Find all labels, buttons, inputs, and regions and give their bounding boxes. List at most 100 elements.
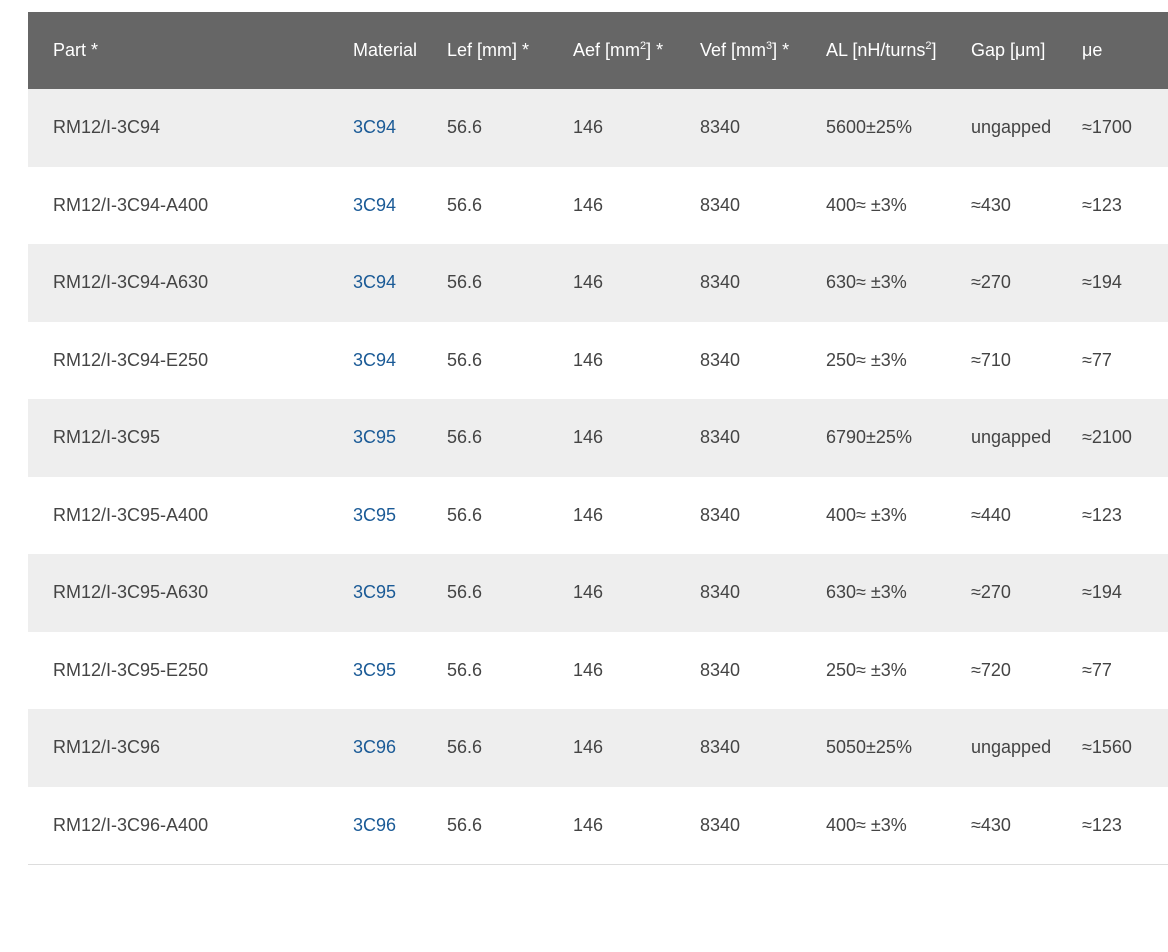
cell-lef: 56.6 xyxy=(447,659,483,680)
material-link[interactable]: 3C96 xyxy=(353,814,397,835)
cell-gap: ≈270 xyxy=(971,272,1011,293)
cell-ue: ≈123 xyxy=(1082,194,1122,215)
vef-label: Vef [mm xyxy=(700,40,767,60)
cell-part: RM12/I-3C95-E250 xyxy=(53,659,209,680)
column-header-gap[interactable]: Gap [μm] xyxy=(971,40,1046,60)
material-link[interactable]: 3C95 xyxy=(353,427,397,448)
cell-material: 3C96 xyxy=(353,709,447,787)
cell-gap: ungapped xyxy=(971,117,1052,138)
cell-part: RM12/I-3C94-E250 xyxy=(53,349,209,370)
cell-material: 3C94 xyxy=(353,244,447,322)
cell-vef: 8340 xyxy=(700,349,741,370)
al-label: AL [nH/turns xyxy=(826,40,926,60)
cell-gap: ≈710 xyxy=(971,349,1011,370)
cell-aef: 146 xyxy=(573,117,604,138)
cell-material: 3C94 xyxy=(353,167,447,245)
column-header-lef[interactable]: Lef [mm] * xyxy=(447,40,530,60)
column-header-ue[interactable]: μe xyxy=(1082,40,1103,60)
table-row: RM12/I-3C95-A630 3C95 56.6 146 8340 630≈ ±3% ≈… xyxy=(28,554,1168,632)
table-row: RM12/I-3C95 3C95 56.6 146 8340 6790±25% ungapp… xyxy=(28,399,1168,477)
material-link[interactable]: 3C94 xyxy=(353,349,397,370)
cell-al: 630≈ ±3% xyxy=(826,272,907,293)
cell-vef: 8340 xyxy=(700,814,741,835)
cell-al: 250≈ ±3% xyxy=(826,349,907,370)
cell-ue: ≈77 xyxy=(1082,349,1112,370)
cell-gap: ungapped xyxy=(971,427,1052,448)
cell-lef: 56.6 xyxy=(447,582,483,603)
cell-al: 400≈ ±3% xyxy=(826,194,907,215)
cell-part: RM12/I-3C94 xyxy=(53,117,161,138)
cell-lef: 56.6 xyxy=(447,349,483,370)
vef-exponent: 3 xyxy=(766,40,773,52)
header-row: Part * Material Lef [mm] * Aef [mm2] * V… xyxy=(28,12,1168,89)
cell-vef: 8340 xyxy=(700,737,741,758)
cell-part: RM12/I-3C94-A630 xyxy=(53,272,209,293)
cell-material: 3C94 xyxy=(353,322,447,400)
al-exponent: 2 xyxy=(925,40,932,52)
cell-part: RM12/I-3C95-A400 xyxy=(53,504,209,525)
column-header-material[interactable]: Material xyxy=(353,40,418,60)
cell-aef: 146 xyxy=(573,814,604,835)
material-link[interactable]: 3C95 xyxy=(353,504,397,525)
cell-gap: ≈720 xyxy=(971,659,1011,680)
cell-material: 3C95 xyxy=(353,399,447,477)
cell-lef: 56.6 xyxy=(447,737,483,758)
table-row: RM12/I-3C95-A400 3C95 56.6 146 8340 400≈ ±3% ≈… xyxy=(28,476,1168,555)
table-row: RM12/I-3C94-A630 3C94 56.6 146 8340 630≈ ±3% ≈… xyxy=(28,244,1168,322)
cell-al: 250≈ ±3% xyxy=(826,659,907,680)
material-link[interactable]: 3C94 xyxy=(353,194,397,215)
column-header-al[interactable]: AL [nH/turns2] xyxy=(826,12,971,89)
cell-vef: 8340 xyxy=(700,272,741,293)
material-link[interactable]: 3C94 xyxy=(353,272,397,293)
cell-vef: 8340 xyxy=(700,117,741,138)
aef-label: Aef [mm xyxy=(573,40,641,60)
cell-al: 5050±25% xyxy=(826,737,912,758)
cell-lef: 56.6 xyxy=(447,194,483,215)
cell-aef: 146 xyxy=(573,427,604,448)
al-label-end: ] xyxy=(931,40,937,60)
cell-material: 3C95 xyxy=(353,477,447,555)
cell-material: 3C95 xyxy=(353,554,447,632)
material-link[interactable]: 3C95 xyxy=(353,659,397,680)
cell-al: 5600±25% xyxy=(826,117,912,138)
table-row: RM12/I-3C96-A400 3C96 56.6 146 8340 400≈ ±3% ≈… xyxy=(28,786,1168,865)
cell-part: RM12/I-3C95-A630 xyxy=(53,582,209,603)
product-table-container: Part * Material Lef [mm] * Aef [mm2] * V… xyxy=(28,12,1168,865)
column-header-vef[interactable]: Vef [mm3] * xyxy=(700,12,826,89)
product-table: Part * Material Lef [mm] * Aef [mm2] * V… xyxy=(28,12,1168,865)
cell-aef: 146 xyxy=(573,582,604,603)
cell-part: RM12/I-3C95 xyxy=(53,427,161,448)
cell-vef: 8340 xyxy=(700,427,741,448)
table-row: RM12/I-3C94-E250 3C94 56.6 146 8340 250≈ ±3% ≈… xyxy=(28,321,1168,400)
cell-ue: ≈123 xyxy=(1082,504,1122,525)
cell-part: RM12/I-3C94-A400 xyxy=(53,194,209,215)
cell-vef: 8340 xyxy=(700,659,741,680)
table-header: Part * Material Lef [mm] * Aef [mm2] * V… xyxy=(28,12,1168,89)
cell-vef: 8340 xyxy=(700,194,741,215)
cell-aef: 146 xyxy=(573,659,604,680)
cell-gap: ungapped xyxy=(971,737,1052,758)
table-row: RM12/I-3C96 3C96 56.6 146 8340 5050±25% ungapp… xyxy=(28,709,1168,787)
cell-al: 6790±25% xyxy=(826,427,912,448)
cell-aef: 146 xyxy=(573,349,604,370)
column-header-part[interactable]: Part * xyxy=(53,40,99,60)
cell-material: 3C95 xyxy=(353,632,447,710)
cell-lef: 56.6 xyxy=(447,272,483,293)
cell-vef: 8340 xyxy=(700,504,741,525)
cell-part: RM12/I-3C96 xyxy=(53,737,161,758)
cell-al: 400≈ ±3% xyxy=(826,504,907,525)
cell-lef: 56.6 xyxy=(447,504,483,525)
cell-material: 3C96 xyxy=(353,787,447,865)
material-link[interactable]: 3C94 xyxy=(353,117,397,138)
cell-material: 3C94 xyxy=(353,89,447,167)
cell-part: RM12/I-3C96-A400 xyxy=(53,814,209,835)
material-link[interactable]: 3C96 xyxy=(353,737,397,758)
material-link[interactable]: 3C95 xyxy=(353,582,397,603)
cell-ue: ≈2100 xyxy=(1082,427,1132,448)
cell-aef: 146 xyxy=(573,194,604,215)
table-row: RM12/I-3C94 3C94 56.6 146 8340 5600±25% ungapp… xyxy=(28,89,1168,167)
cell-lef: 56.6 xyxy=(447,427,483,448)
cell-al: 630≈ ±3% xyxy=(826,582,907,603)
column-header-aef[interactable]: Aef [mm2] * xyxy=(573,12,700,89)
cell-gap: ≈430 xyxy=(971,194,1011,215)
